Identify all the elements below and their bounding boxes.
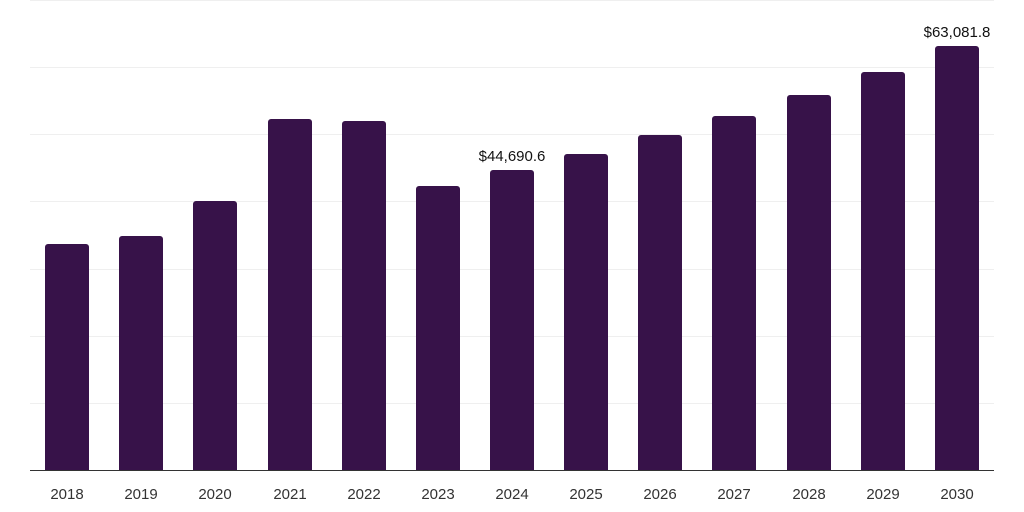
x-tick-label: 2018: [50, 486, 84, 503]
bar-2027[interactable]: [712, 116, 756, 470]
x-tick-label: 2020: [198, 486, 232, 503]
bar-2020[interactable]: [193, 201, 237, 470]
x-tick-label: 2024: [495, 486, 529, 503]
bar-2030[interactable]: [935, 46, 979, 470]
bar-2025[interactable]: [564, 154, 608, 470]
x-tick-label: 2021: [273, 486, 307, 503]
data-label-2030: $63,081.8: [923, 24, 991, 41]
x-tick-label: 2028: [792, 486, 826, 503]
gridline: [30, 0, 994, 1]
x-axis-line: [30, 470, 994, 471]
x-tick-label: 2022: [347, 486, 381, 503]
bar-2019[interactable]: [119, 236, 163, 470]
x-tick-label: 2025: [569, 486, 603, 503]
x-tick-label: 2027: [717, 486, 751, 503]
bar-2023[interactable]: [416, 186, 460, 470]
x-tick-label: 2026: [643, 486, 677, 503]
bar-2021[interactable]: [268, 119, 312, 470]
gridline: [30, 134, 994, 135]
x-tick-label: 2019: [124, 486, 158, 503]
data-label-2024: $44,690.6: [478, 148, 546, 165]
gridline: [30, 67, 994, 68]
bar-2022[interactable]: [342, 121, 386, 470]
bar-2029[interactable]: [861, 72, 905, 470]
bar-2024[interactable]: [490, 170, 534, 470]
x-tick-label: 2023: [421, 486, 455, 503]
bar-2026[interactable]: [638, 135, 682, 470]
x-tick-label: 2030: [940, 486, 974, 503]
bar-2018[interactable]: [45, 244, 89, 470]
x-tick-label: 2029: [866, 486, 900, 503]
bar-2028[interactable]: [787, 95, 831, 470]
